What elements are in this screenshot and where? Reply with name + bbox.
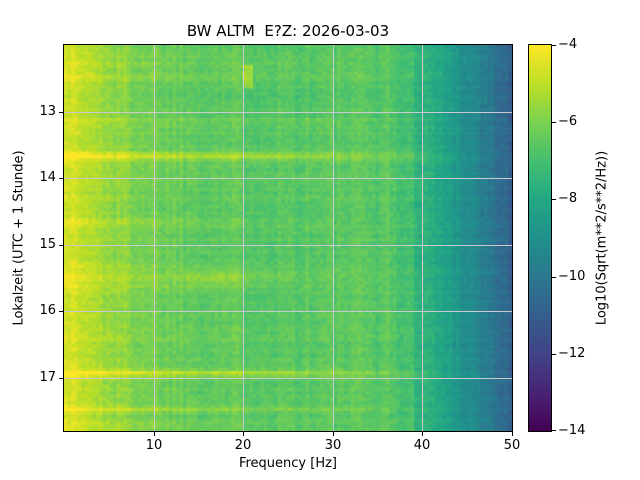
colorbar-tick-label: −6 <box>558 114 578 129</box>
colorbar-tick-mark <box>552 45 556 46</box>
colorbar-tick-mark <box>552 354 556 355</box>
x-tick-mark <box>243 432 244 436</box>
colorbar-tick-label: −8 <box>558 191 578 206</box>
x-tick-label: 20 <box>234 438 252 453</box>
y-tick-mark <box>59 311 63 312</box>
chart-title: BW ALTM E?Z: 2026-03-03 <box>186 22 390 40</box>
y-axis-label: Lokalzeit (UTC + 1 Stunde) <box>11 150 27 326</box>
y-tick-label: 16 <box>39 303 56 318</box>
x-tick-label: 40 <box>413 438 431 453</box>
colorbar-tick-mark <box>552 430 556 431</box>
x-tick-mark <box>333 432 334 436</box>
spectrogram-heatmap <box>63 44 513 432</box>
colorbar-tick-label: −12 <box>558 346 586 361</box>
colorbar-tick-label: −14 <box>558 423 586 438</box>
x-tick-label: 30 <box>324 438 342 453</box>
y-tick-mark <box>59 245 63 246</box>
x-tick-label: 10 <box>145 438 163 453</box>
y-tick-label: 14 <box>39 170 56 185</box>
y-tick-label: 13 <box>39 104 56 119</box>
colorbar-tick-label: −10 <box>558 269 586 284</box>
x-tick-mark <box>512 432 513 436</box>
colorbar-tick-label: −4 <box>558 37 578 52</box>
colorbar-tick-mark <box>552 122 556 123</box>
colorbar-label: Log10(Sqrt(m**2/s**2/Hz)) <box>594 150 610 326</box>
y-tick-label: 17 <box>39 370 56 385</box>
colorbar <box>528 44 552 432</box>
y-tick-mark <box>59 178 63 179</box>
y-tick-mark <box>59 112 63 113</box>
y-tick-label: 15 <box>39 237 56 252</box>
x-tick-label: 50 <box>503 438 521 453</box>
x-axis-label: Frequency [Hz] <box>238 456 338 471</box>
colorbar-tick-mark <box>552 199 556 200</box>
y-tick-mark <box>59 378 63 379</box>
x-tick-mark <box>422 432 423 436</box>
colorbar-tick-mark <box>552 277 556 278</box>
x-tick-mark <box>154 432 155 436</box>
